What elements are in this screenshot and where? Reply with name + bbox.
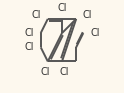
Text: Cl: Cl (83, 10, 92, 20)
Text: Cl: Cl (90, 28, 100, 38)
Text: Cl: Cl (24, 28, 34, 38)
Text: Cl: Cl (57, 3, 67, 13)
Text: Cl: Cl (24, 42, 34, 52)
Text: Cl: Cl (60, 67, 69, 77)
Text: Cl: Cl (32, 10, 41, 20)
Text: Cl: Cl (41, 67, 50, 77)
